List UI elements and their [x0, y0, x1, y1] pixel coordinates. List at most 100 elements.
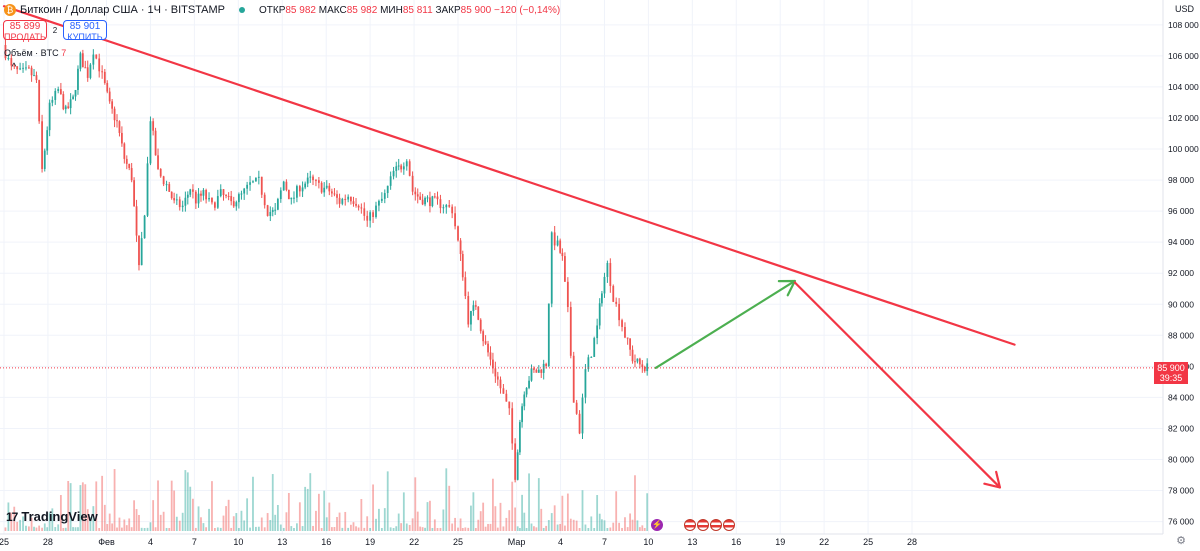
volume-bar: [419, 526, 422, 531]
currency-selector[interactable]: USD: [1174, 4, 1194, 14]
settings-gear-icon[interactable]: ⚙: [1176, 535, 1186, 547]
collapse-chevron-icon[interactable]: ^: [11, 62, 17, 73]
candle-body: [545, 363, 548, 367]
candle-body: [590, 356, 593, 358]
volume-bar: [575, 520, 578, 531]
candle-body: [84, 67, 87, 69]
candle-body: [285, 181, 288, 190]
candle-body: [643, 366, 646, 372]
volume-bar: [293, 527, 295, 531]
volume-bar: [431, 527, 434, 531]
volume-bar: [69, 483, 72, 531]
volume-bar: [312, 525, 314, 531]
volume-bar: [598, 513, 601, 531]
candle-body: [16, 66, 19, 70]
us-flag-icon[interactable]: [723, 519, 735, 531]
volume-bar: [138, 514, 140, 531]
candle-body: [323, 187, 326, 193]
candle-body: [530, 368, 533, 381]
candle-body: [309, 176, 312, 178]
candle-body: [487, 343, 489, 353]
volume-bar: [16, 521, 19, 531]
us-flag-icon[interactable]: [710, 519, 722, 531]
volume-bar: [389, 527, 392, 531]
volume-bar: [442, 509, 445, 531]
volume-bar: [386, 471, 389, 531]
candle-body: [72, 96, 74, 100]
candle-body: [168, 184, 171, 192]
tradingview-logo: 17 TradingView: [6, 509, 98, 524]
candle-body: [240, 193, 243, 195]
volume-bar: [347, 527, 350, 531]
time-tick-label: 28: [907, 537, 917, 547]
candle-body: [41, 121, 43, 169]
candle-body: [35, 75, 38, 81]
volume-bar: [159, 514, 162, 531]
candle-body: [79, 53, 82, 69]
volume-bar: [116, 527, 118, 531]
volume-bar: [484, 526, 487, 531]
volume-bar: [271, 474, 274, 531]
candle-body: [95, 54, 98, 59]
us-flag-icon[interactable]: [684, 519, 696, 531]
candle-body: [516, 452, 519, 480]
candle-body: [603, 276, 606, 294]
volume-bar: [111, 523, 114, 531]
volume-bar: [464, 527, 467, 531]
volume-bar: [533, 526, 535, 531]
candle-body: [249, 182, 251, 185]
volume-bar: [46, 527, 49, 531]
candle-body: [130, 168, 133, 181]
us-flag-icon[interactable]: [697, 519, 709, 531]
price-tick-label: 82 000: [1168, 423, 1194, 433]
candle-body: [416, 194, 419, 197]
candle-body: [634, 361, 636, 363]
candle-body: [581, 397, 584, 434]
high-value: 85 982: [346, 4, 378, 16]
candle-body: [269, 211, 272, 216]
volume-bar: [511, 481, 514, 531]
volume-bar: [257, 526, 260, 531]
bolt-icon[interactable]: ⚡: [651, 519, 663, 531]
candle-body: [624, 326, 626, 338]
candle-body: [138, 235, 140, 266]
symbol-title[interactable]: Биткоин / Доллар США · 1Ч · BITSTAMP: [20, 4, 225, 16]
volume-bar: [192, 498, 194, 531]
volume-bar: [328, 502, 331, 531]
candle-body: [593, 338, 596, 357]
price-tick-label: 88 000: [1168, 330, 1194, 340]
volume-bar: [601, 519, 603, 531]
candle-body: [400, 165, 403, 170]
volume-bar: [421, 527, 424, 531]
time-tick-label: 19: [775, 537, 785, 547]
candle-body: [470, 310, 472, 325]
candle-body: [375, 205, 377, 217]
time-tick-label: 4: [558, 537, 563, 547]
volume-bar: [357, 527, 360, 531]
volume-bar: [535, 527, 538, 531]
candle-body: [170, 191, 173, 199]
volume-bar: [496, 527, 499, 531]
candle-body: [646, 363, 649, 372]
volume-bar: [232, 516, 235, 531]
candle-body: [561, 252, 564, 257]
volume-bar: [505, 517, 508, 531]
volume-bar: [578, 527, 581, 531]
volume-bar: [225, 506, 227, 531]
volume-bar: [92, 506, 95, 531]
volume-bar: [366, 516, 369, 531]
volume-legend[interactable]: Объём · BTC 7: [4, 48, 66, 58]
time-tick-label: 25: [453, 537, 463, 547]
trade-buttons: 85 899 ПРОДАТЬ 2 85 901 КУПИТЬ: [3, 20, 107, 42]
volume-bar: [123, 519, 126, 531]
candle-body: [232, 201, 235, 207]
candle-body: [279, 190, 282, 200]
volume-bar: [492, 478, 494, 531]
candle-body: [304, 183, 307, 188]
sell-button[interactable]: 85 899 ПРОДАТЬ: [3, 20, 47, 42]
volume-bar: [636, 520, 639, 531]
buy-button[interactable]: 85 901 КУПИТЬ: [63, 20, 107, 42]
buy-label: КУПИТЬ: [67, 32, 103, 42]
volume-bar: [383, 508, 386, 531]
